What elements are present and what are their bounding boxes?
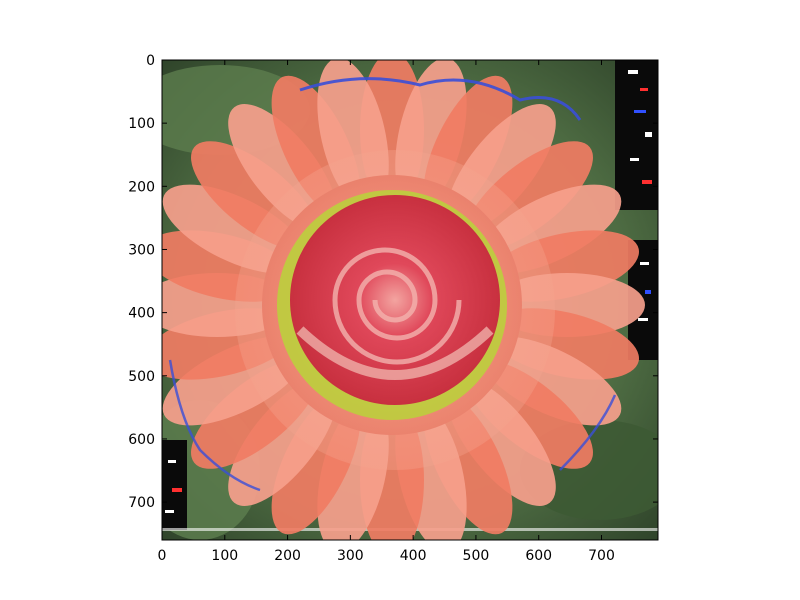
image-area (162, 60, 658, 540)
rose-petal-curve (296, 326, 494, 380)
axes-frame (161, 59, 659, 541)
edge-outline (168, 359, 261, 492)
x-tick-label: 600 (525, 548, 552, 564)
x-tick-label: 100 (211, 548, 238, 564)
x-tick-label: 400 (400, 548, 427, 564)
y-tick-label: 200 (128, 179, 155, 195)
rose-center (290, 195, 500, 405)
y-tick-label: 400 (128, 306, 155, 322)
edge-outline (559, 394, 617, 471)
edge-strip-left-bottom (162, 440, 187, 530)
y-tick-label: 0 (146, 53, 155, 69)
x-tick-label: 700 (588, 548, 615, 564)
y-tick-label: 700 (128, 495, 155, 511)
x-tick-label: 300 (337, 548, 364, 564)
y-tick-label: 600 (128, 432, 155, 448)
y-axis: 0 100 200 300 400 500 600 700 (128, 53, 658, 511)
edge-outline (299, 77, 582, 121)
x-tick-label: 500 (463, 548, 490, 564)
rose-swirl (332, 247, 462, 365)
x-axis: 0 100 200 300 400 500 600 700 (158, 60, 615, 564)
y-tick-label: 100 (128, 116, 155, 132)
x-tick-label: 0 (158, 548, 167, 564)
y-tick-label: 500 (128, 369, 155, 385)
y-tick-label: 300 (128, 242, 155, 258)
x-tick-label: 200 (274, 548, 301, 564)
